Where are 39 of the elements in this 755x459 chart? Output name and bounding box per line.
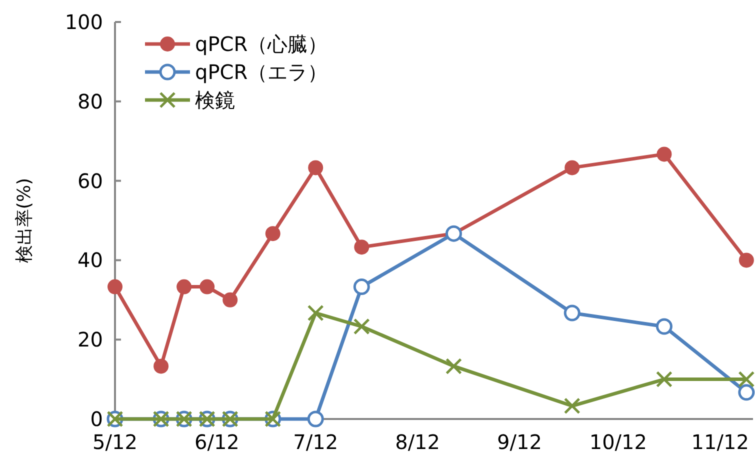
point — [265, 226, 280, 242]
y-tick-label: 60 — [78, 168, 103, 193]
y-tick-label: 80 — [78, 89, 103, 114]
point — [738, 384, 755, 401]
point — [353, 278, 370, 296]
y-axis-title: 検出率(%) — [14, 178, 35, 264]
x-tick-label: 5/12 — [92, 430, 138, 454]
x-tick-label: 6/12 — [194, 430, 240, 454]
point — [353, 318, 370, 335]
point — [222, 292, 238, 308]
legend-label: 検鏡 — [195, 88, 235, 112]
point — [656, 146, 672, 162]
point — [354, 240, 370, 255]
point — [738, 371, 755, 388]
x-tick-label: 10/12 — [589, 430, 647, 454]
point — [307, 410, 324, 428]
legend-label: qPCR（エラ） — [195, 60, 328, 84]
x-tick-label: 9/12 — [497, 430, 542, 454]
legend-label: qPCR（心臓） — [195, 32, 328, 56]
y-tick-label: 20 — [78, 328, 103, 352]
point — [564, 304, 580, 322]
point — [738, 252, 754, 268]
point — [200, 279, 215, 294]
point — [308, 160, 324, 176]
x-tick-label: 7/12 — [293, 430, 338, 454]
point — [656, 318, 672, 335]
point — [108, 279, 122, 294]
point — [656, 371, 672, 388]
y-tick-label: 100 — [64, 10, 103, 34]
y-tick-label: 0 — [90, 407, 103, 431]
x-tick-label: 8/12 — [395, 430, 440, 454]
point — [154, 358, 169, 374]
point — [564, 160, 580, 176]
point — [445, 358, 462, 374]
x-tick-label: 11/12 — [691, 430, 749, 454]
point — [307, 304, 324, 322]
point — [564, 398, 580, 414]
y-tick-label: 40 — [78, 248, 103, 272]
point — [176, 279, 192, 294]
